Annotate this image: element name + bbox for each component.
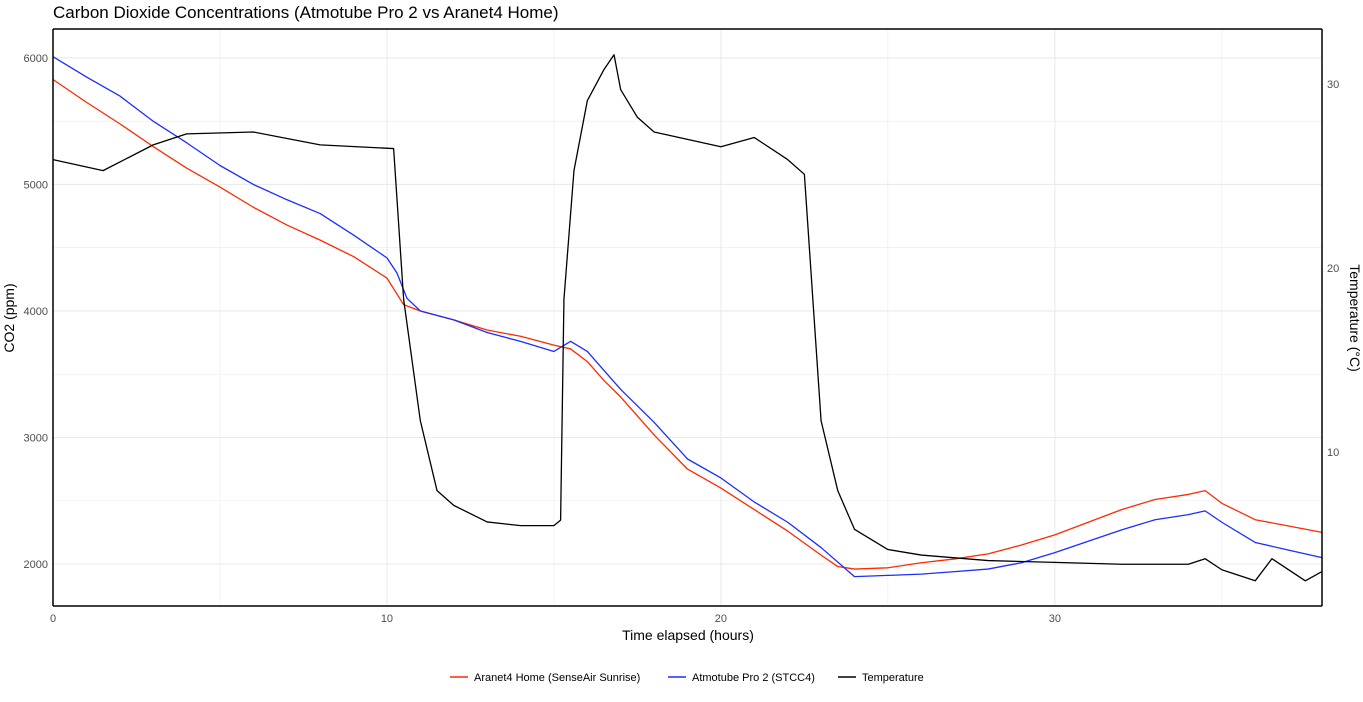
y-tick-label: 6000	[24, 53, 48, 65]
y-tick-label: 2000	[24, 559, 48, 571]
y2-tick-label: 10	[1327, 447, 1339, 459]
series-line-2	[52, 54, 1323, 582]
x-tick-label: 20	[715, 613, 727, 625]
y-tick-label: 5000	[24, 179, 48, 191]
chart-title: Carbon Dioxide Concentrations (Atmotube …	[53, 3, 559, 22]
y-tick-label: 3000	[24, 432, 48, 444]
y2-tick-label: 30	[1327, 79, 1339, 91]
x-axis-label: Time elapsed (hours)	[622, 627, 754, 643]
y2-axis-label: Temperature (°C)	[1347, 264, 1363, 372]
legend-label-1: Atmotube Pro 2 (STCC4)	[692, 672, 815, 684]
axes: 0 10 20 30 2000 3000 4000 5000 6000 10 20 30	[24, 28, 1339, 625]
legend: Aranet4 Home (SenseAir Sunrise) Atmotube …	[450, 672, 924, 684]
y-tick-label: 4000	[24, 306, 48, 318]
x-tick-label: 0	[50, 613, 56, 625]
grid	[52, 29, 1322, 606]
legend-label-2: Temperature	[862, 672, 924, 684]
x-tick-label: 10	[381, 613, 393, 625]
y-axis-label: CO2 (ppm)	[1, 283, 17, 352]
series-line-0	[52, 78, 1323, 570]
x-tick-label: 30	[1049, 613, 1061, 625]
legend-label-0: Aranet4 Home (SenseAir Sunrise)	[474, 672, 640, 684]
series-lines	[52, 54, 1323, 582]
y2-tick-label: 20	[1327, 263, 1339, 275]
series-line-1	[52, 56, 1323, 578]
